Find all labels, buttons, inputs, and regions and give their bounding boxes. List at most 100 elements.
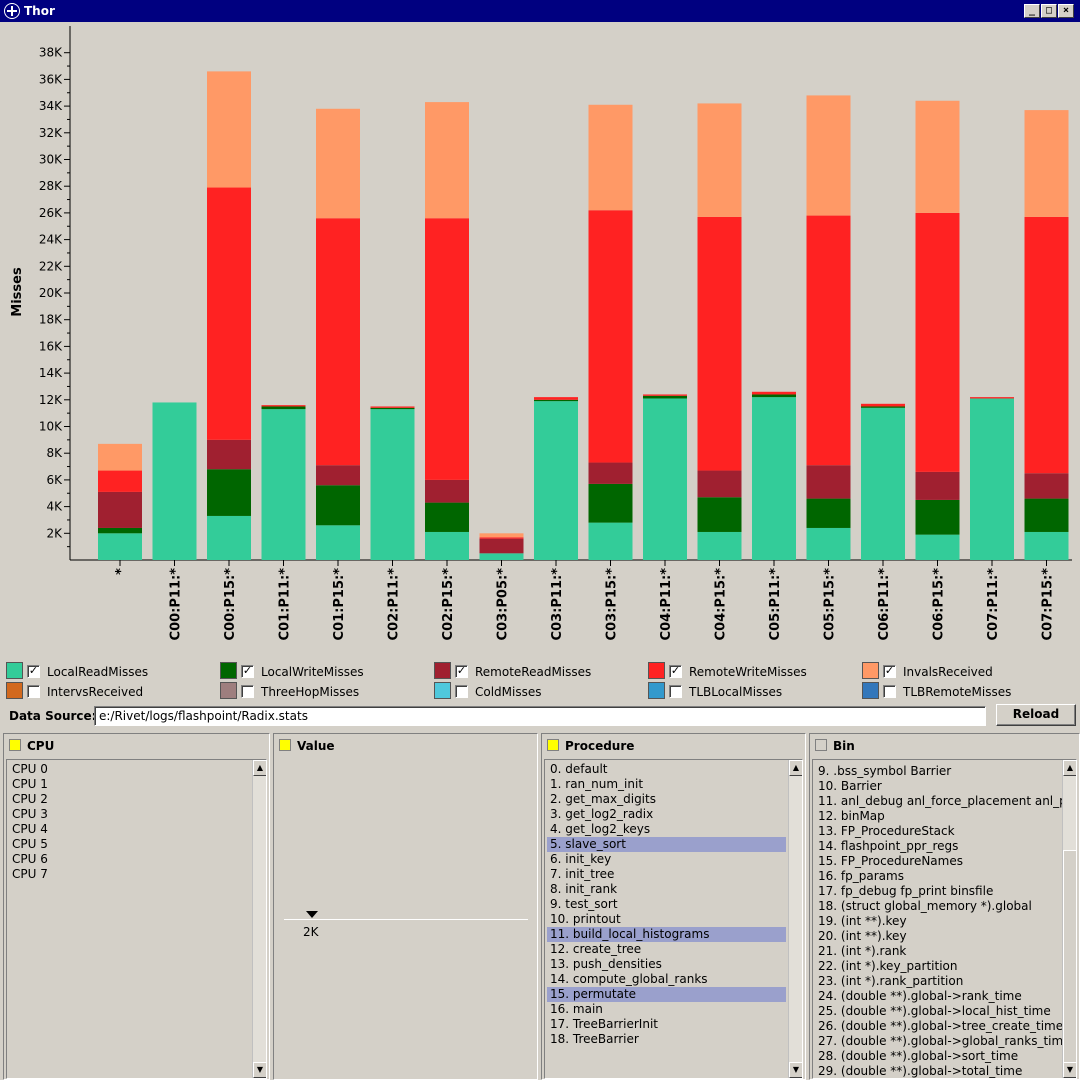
bin-list-item[interactable]: 9. .bss_symbol Barrier bbox=[818, 764, 952, 778]
cpu-list-item[interactable]: CPU 3 bbox=[12, 807, 48, 821]
legend-item-remotewritemisses[interactable]: ✓ RemoteWriteMisses bbox=[648, 662, 858, 680]
cpu-list-item[interactable]: CPU 6 bbox=[12, 852, 48, 866]
bar-segment bbox=[915, 534, 960, 560]
legend-item-intervsreceived[interactable]: IntervsReceived bbox=[6, 682, 216, 700]
procedure-list-item[interactable]: 12. create_tree bbox=[550, 942, 642, 956]
scroll-up-icon[interactable]: ▲ bbox=[253, 760, 266, 776]
scroll-down-icon[interactable]: ▼ bbox=[1063, 1062, 1076, 1078]
x-tick-label: C01:P15:* bbox=[332, 568, 347, 641]
reload-button[interactable]: Reload bbox=[996, 704, 1076, 726]
maximize-button[interactable]: □ bbox=[1041, 4, 1057, 18]
legend-checkbox[interactable]: ✓ bbox=[241, 664, 254, 678]
procedure-list-item[interactable]: 17. TreeBarrierInit bbox=[550, 1017, 658, 1031]
app-icon[interactable] bbox=[4, 3, 20, 19]
procedure-list-item[interactable]: 7. init_tree bbox=[550, 867, 615, 881]
procedure-list-item[interactable]: 18. TreeBarrier bbox=[550, 1032, 639, 1046]
bin-panel-title: Bin bbox=[833, 739, 855, 753]
legend-item-remotereadmisses[interactable]: ✓ RemoteReadMisses bbox=[434, 662, 644, 680]
bin-list-item[interactable]: 20. (int **).key bbox=[818, 929, 907, 943]
value-slider-track[interactable] bbox=[284, 919, 528, 920]
cpu-scrollbar[interactable]: ▲ ▼ bbox=[252, 760, 266, 1078]
bin-list-item[interactable]: 10. Barrier bbox=[818, 779, 882, 793]
bin-list-item[interactable]: 29. (double **).global->total_time bbox=[818, 1064, 1023, 1078]
bin-list-item[interactable]: 25. (double **).global->local_hist_time bbox=[818, 1004, 1051, 1018]
bin-list-item[interactable]: 26. (double **).global->tree_create_time bbox=[818, 1019, 1064, 1033]
procedure-list-item[interactable]: 5. slave_sort bbox=[547, 837, 786, 852]
legend-item-localwritemisses[interactable]: ✓ LocalWriteMisses bbox=[220, 662, 430, 680]
bin-list-item[interactable]: 17. fp_debug fp_print binsfile bbox=[818, 884, 994, 898]
scroll-up-icon[interactable]: ▲ bbox=[1063, 760, 1076, 776]
procedure-list-item[interactable]: 9. test_sort bbox=[550, 897, 618, 911]
procedure-list-item[interactable]: 1. ran_num_init bbox=[550, 777, 644, 791]
bin-list-item[interactable]: 14. flashpoint_ppr_regs bbox=[818, 839, 959, 853]
procedure-list-item[interactable]: 8. init_rank bbox=[550, 882, 618, 896]
scroll-down-icon[interactable]: ▼ bbox=[789, 1062, 802, 1078]
legend-item-coldmisses[interactable]: ColdMisses bbox=[434, 682, 644, 700]
cpu-list-item[interactable]: CPU 0 bbox=[12, 762, 48, 776]
legend-item-threehopmisses[interactable]: ThreeHopMisses bbox=[220, 682, 430, 700]
bar-segment bbox=[643, 394, 687, 396]
procedure-filter-checkbox[interactable] bbox=[547, 739, 559, 751]
legend-item-localreadmisses[interactable]: ✓ LocalReadMisses bbox=[6, 662, 216, 680]
procedure-list[interactable]: 0. default 1. ran_num_init 2. get_max_digi… bbox=[547, 762, 786, 1047]
bin-list-item[interactable]: 11. anl_debug anl_force_placement anl_p bbox=[818, 794, 1067, 808]
legend-checkbox[interactable] bbox=[669, 685, 682, 698]
bin-list-item[interactable]: 27. (double **).global->global_ranks_tim… bbox=[818, 1034, 1071, 1048]
bin-list-item[interactable]: 16. fp_params bbox=[818, 869, 904, 883]
procedure-list-item[interactable]: 14. compute_global_ranks bbox=[550, 972, 708, 986]
legend-checkbox[interactable]: ✓ bbox=[27, 664, 40, 678]
procedure-list-item[interactable]: 11. build_local_histograms bbox=[547, 927, 786, 942]
legend-item-tlblocalmisses[interactable]: TLBLocalMisses bbox=[648, 682, 858, 700]
bin-list-item[interactable]: 19. (int **).key bbox=[818, 914, 907, 928]
cpu-list-item[interactable]: CPU 2 bbox=[12, 792, 48, 806]
cpu-list[interactable]: CPU 0 CPU 1 CPU 2 CPU 3 CPU 4 CPU 5 CPU 6 CPU 7 bbox=[9, 762, 250, 882]
legend-checkbox[interactable] bbox=[883, 685, 896, 698]
cpu-list-item[interactable]: CPU 7 bbox=[12, 867, 48, 881]
procedure-list-item[interactable]: 13. push_densities bbox=[550, 957, 662, 971]
y-tick-label: 14K bbox=[39, 366, 63, 380]
procedure-list-item[interactable]: 6. init_key bbox=[550, 852, 612, 866]
procedure-list-item[interactable]: 16. main bbox=[550, 1002, 603, 1016]
x-tick-label: C04:P11:* bbox=[659, 568, 674, 641]
cpu-filter-checkbox[interactable] bbox=[9, 739, 21, 751]
legend-checkbox[interactable]: ✓ bbox=[669, 664, 682, 678]
procedure-scrollbar[interactable]: ▲ ▼ bbox=[788, 760, 802, 1078]
legend-item-tlbremotemisses[interactable]: TLBRemoteMisses bbox=[862, 682, 1072, 700]
legend-checkbox[interactable] bbox=[241, 685, 254, 698]
value-slider-marker-icon[interactable] bbox=[306, 911, 318, 918]
cpu-list-item[interactable]: CPU 5 bbox=[12, 837, 48, 851]
legend-checkbox[interactable] bbox=[455, 685, 468, 698]
legend-checkbox[interactable] bbox=[27, 685, 40, 698]
minimize-button[interactable]: _ bbox=[1024, 4, 1040, 18]
procedure-list-item[interactable]: 15. permutate bbox=[547, 987, 786, 1002]
procedure-list-item[interactable]: 0. default bbox=[550, 762, 608, 776]
legend-checkbox[interactable]: ✓ bbox=[883, 664, 896, 678]
bin-list[interactable]: 9. .bss_symbol Barrier 10. Barrier 11. anl… bbox=[815, 764, 1071, 1078]
value-filter-checkbox[interactable] bbox=[279, 739, 291, 751]
bin-list-item[interactable]: 13. FP_ProcedureStack bbox=[818, 824, 955, 838]
bin-list-item[interactable]: 12. binMap bbox=[818, 809, 885, 823]
data-source-input[interactable]: e:/Rivet/logs/flashpoint/Radix.stats bbox=[94, 706, 986, 726]
scroll-up-icon[interactable]: ▲ bbox=[789, 760, 802, 776]
bin-filter-checkbox[interactable] bbox=[815, 739, 827, 751]
close-button[interactable]: × bbox=[1058, 4, 1074, 18]
legend-item-invalsreceived[interactable]: ✓ InvalsReceived bbox=[862, 662, 1072, 680]
bin-list-item[interactable]: 21. (int *).rank bbox=[818, 944, 907, 958]
bar-segment bbox=[697, 103, 742, 217]
bin-scrollbar[interactable]: ▲ ▼ bbox=[1062, 760, 1076, 1078]
bin-list-item[interactable]: 22. (int *).key_partition bbox=[818, 959, 958, 973]
bin-list-item[interactable]: 23. (int *).rank_partition bbox=[818, 974, 964, 988]
procedure-list-item[interactable]: 4. get_log2_keys bbox=[550, 822, 651, 836]
bin-list-item[interactable]: 24. (double **).global->rank_time bbox=[818, 989, 1022, 1003]
bin-scroll-thumb[interactable] bbox=[1063, 850, 1076, 1078]
procedure-list-item[interactable]: 10. printout bbox=[550, 912, 621, 926]
bin-list-item[interactable]: 28. (double **).global->sort_time bbox=[818, 1049, 1019, 1063]
procedure-list-item[interactable]: 2. get_max_digits bbox=[550, 792, 656, 806]
legend-checkbox[interactable]: ✓ bbox=[455, 664, 468, 678]
procedure-list-item[interactable]: 3. get_log2_radix bbox=[550, 807, 654, 821]
bin-list-item[interactable]: 15. FP_ProcedureNames bbox=[818, 854, 963, 868]
scroll-down-icon[interactable]: ▼ bbox=[253, 1062, 266, 1078]
cpu-list-item[interactable]: CPU 1 bbox=[12, 777, 48, 791]
bin-list-item[interactable]: 18. (struct global_memory *).global bbox=[818, 899, 1032, 913]
cpu-list-item[interactable]: CPU 4 bbox=[12, 822, 48, 836]
